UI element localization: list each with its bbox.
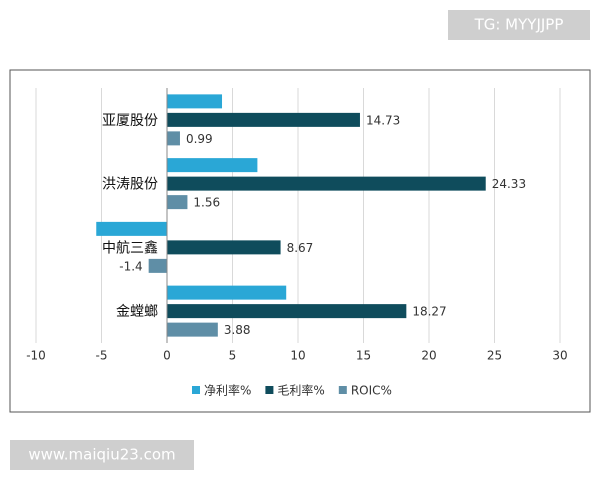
bar	[167, 131, 180, 146]
bar	[167, 94, 223, 109]
legend-swatch	[265, 386, 274, 394]
x-tick-label: 25	[487, 349, 502, 363]
data-label: 3.88	[224, 323, 251, 337]
bar	[167, 304, 407, 319]
legend-label: ROIC%	[351, 384, 392, 398]
data-label: 1.56	[193, 196, 220, 210]
x-tick-label: 30	[552, 349, 567, 363]
x-tick-label: 5	[229, 349, 237, 363]
bar	[167, 112, 360, 127]
watermark-box	[10, 440, 194, 470]
data-label: 18.27	[412, 305, 446, 319]
bar	[167, 195, 188, 210]
bar	[167, 322, 218, 337]
legend-swatch	[338, 386, 347, 394]
plot: -10 -5 0 5 10 15 20 25 30 亚厦股份 14.73 0.99 洪涛股份 24.33 1…	[26, 88, 568, 398]
x-tick-label: 10	[290, 349, 305, 363]
data-label: 0.99	[186, 132, 213, 146]
bar	[167, 240, 281, 255]
bar	[96, 221, 167, 236]
x-tick-label: -5	[96, 349, 108, 363]
bar	[148, 258, 167, 273]
category-label: 亚厦股份	[102, 113, 158, 129]
x-tick-label: 0	[163, 349, 171, 363]
data-label: 24.33	[492, 177, 526, 191]
x-tick-label: -10	[26, 349, 46, 363]
watermark-bottom: www.maiqiu23.com	[28, 446, 175, 464]
category-label: 洪涛股份	[102, 177, 158, 193]
legend-swatch	[192, 386, 200, 394]
watermark-top: TG: MYYJJPP	[474, 16, 564, 34]
data-label: 14.73	[366, 113, 400, 127]
legend-label: 毛利率%	[277, 383, 324, 398]
watermark-box	[448, 10, 590, 40]
bar	[167, 285, 287, 300]
bar	[167, 176, 486, 191]
category-label: 中航三鑫	[102, 239, 158, 256]
legend-label: 净利率%	[204, 383, 251, 398]
chart-frame	[9, 69, 591, 413]
x-tick-label: 20	[421, 349, 436, 363]
x-tick-label: 15	[356, 349, 371, 363]
category-label: 金螳螂	[116, 304, 158, 320]
bar	[167, 158, 258, 173]
data-label: 8.67	[287, 241, 314, 255]
data-label: -1.4	[119, 259, 142, 273]
